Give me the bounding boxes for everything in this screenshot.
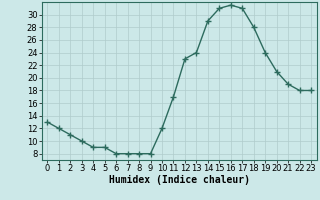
X-axis label: Humidex (Indice chaleur): Humidex (Indice chaleur)	[109, 175, 250, 185]
